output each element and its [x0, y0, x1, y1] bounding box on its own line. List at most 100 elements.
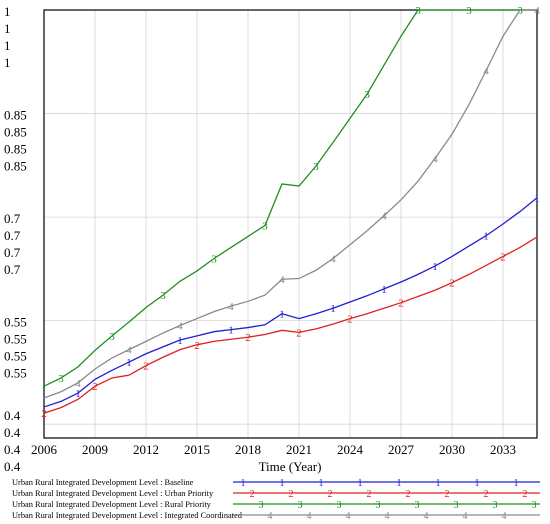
series-point-marker: 3 — [466, 5, 472, 17]
series-point-marker: 1 — [381, 284, 387, 296]
legend-entry-marker: 3 — [454, 500, 459, 511]
legend-entry-marker: 4 — [502, 511, 507, 522]
legend-entry-marker: 1 — [241, 478, 246, 489]
x-tick-label: 2033 — [490, 442, 516, 457]
x-tick-label: 2012 — [133, 442, 159, 457]
series-point-marker: 4 — [126, 345, 132, 357]
legend-entry-marker: 1 — [514, 478, 519, 489]
series-point-marker: 1 — [534, 193, 540, 205]
y-axis-tick-labels: 1 1 1 1 0.85 0.85 0.85 0.85 0.7 0.7 0.7 0.7 0.55 0.55… — [4, 4, 27, 474]
y-tick-label: 1 — [4, 4, 11, 19]
y-tick-label: 0.7 — [4, 211, 21, 226]
series-point-marker: 4 — [279, 274, 285, 286]
x-axis-tick-labels: 2006 2009 2012 2015 2018 2021 2024 2027 2030 2033 — [31, 442, 516, 457]
series-point-marker: 1 — [75, 388, 81, 400]
legend-entry-marker: 3 — [532, 500, 537, 511]
legend-entry-marker: 1 — [319, 478, 324, 489]
y-tick-label: 0.55 — [4, 349, 27, 364]
legend-entry-marker: 1 — [475, 478, 480, 489]
x-tick-label: 2024 — [337, 442, 364, 457]
series-line — [43, 236, 538, 414]
series-point-marker: 4 — [534, 5, 540, 17]
legend-entry-marker: 3 — [376, 500, 381, 511]
legend-entry-marker: 1 — [358, 478, 363, 489]
y-tick-label: 0.55 — [4, 332, 27, 347]
legend-entry-marker: 4 — [463, 511, 468, 522]
legend-entry-marker: 2 — [445, 489, 450, 500]
legend-entry-marker: 4 — [346, 511, 351, 522]
series-point-marker: 1 — [177, 335, 183, 347]
series-point-marker: 3 — [517, 5, 523, 17]
y-tick-label: 0.7 — [4, 245, 21, 260]
legend-entry-marker: 3 — [337, 500, 342, 511]
y-tick-label: 1 — [4, 38, 11, 53]
y-tick-label: 0.7 — [4, 228, 21, 243]
y-tick-label: 0.85 — [4, 108, 27, 123]
series-point-marker: 2 — [41, 408, 47, 420]
y-tick-label: 0.4 — [4, 459, 21, 474]
series-point-marker: 2 — [245, 332, 251, 344]
legend-entry-marker: 1 — [397, 478, 402, 489]
legend-entry-label: Urban Rural Integrated Development Level… — [12, 500, 212, 509]
series-point-marker: 1 — [228, 325, 234, 337]
legend-entry-marker: 1 — [280, 478, 285, 489]
series-point-marker: 3 — [313, 161, 319, 173]
y-tick-label: 0.4 — [4, 442, 21, 457]
series-point-marker: 3 — [58, 373, 64, 385]
series-point-marker: 4 — [381, 211, 387, 223]
y-tick-label: 1 — [4, 55, 11, 70]
x-tick-label: 2027 — [388, 442, 415, 457]
legend-entry-marker: 2 — [523, 489, 528, 500]
series-point-marker: 2 — [500, 251, 506, 263]
legend-entry-label: Urban Rural Integrated Development Level… — [12, 478, 194, 487]
legend-entry-marker: 2 — [406, 489, 411, 500]
legend-entry-marker: 2 — [484, 489, 489, 500]
legend-entry-marker: 3 — [415, 500, 420, 511]
series-point-marker: 4 — [483, 66, 489, 78]
y-tick-label: 0.4 — [4, 408, 21, 423]
legend-entry-marker: 4 — [307, 511, 312, 522]
y-tick-label: 0.85 — [4, 159, 27, 174]
legend-entry-marker: 2 — [328, 489, 333, 500]
x-tick-label: 2030 — [439, 442, 465, 457]
series-point-marker: 3 — [211, 254, 217, 266]
y-tick-label: 0.7 — [4, 262, 21, 277]
series-point-marker: 4 — [75, 378, 81, 390]
series-line — [43, 9, 537, 387]
series-point-marker: 4 — [228, 301, 234, 313]
series-point-marker: 2 — [347, 314, 353, 326]
legend-entry-label: Urban Rural Integrated Development Level… — [12, 511, 243, 520]
series-point-marker: 2 — [92, 381, 98, 393]
x-tick-label: 2015 — [184, 442, 210, 457]
series-point-marker: 2 — [296, 327, 302, 339]
series-point-marker: 3 — [415, 5, 421, 17]
x-tick-label: 2018 — [235, 442, 261, 457]
series-point-marker: 1 — [126, 357, 132, 369]
legend-entry-marker: 2 — [367, 489, 372, 500]
x-axis-label: Time (Year) — [259, 459, 322, 474]
series-point-marker: 2 — [398, 298, 404, 310]
legend-entry-marker: 2 — [289, 489, 294, 500]
series-point-marker: 4 — [432, 153, 438, 165]
series-point-marker: 3 — [262, 220, 268, 232]
legend-entry-marker: 3 — [493, 500, 498, 511]
series-point-marker: 2 — [194, 340, 200, 352]
series-point-marker: 1 — [432, 261, 438, 273]
x-tick-label: 2006 — [31, 442, 58, 457]
y-tick-label: 0.4 — [4, 425, 21, 440]
y-tick-label: 0.85 — [4, 142, 27, 157]
legend-entry-marker: 3 — [298, 500, 303, 511]
series-point-marker: 4 — [177, 320, 183, 332]
series-point-marker: 2 — [143, 361, 149, 373]
x-tick-label: 2021 — [286, 442, 312, 457]
legend-entry-marker: 3 — [259, 500, 264, 511]
y-tick-label: 0.55 — [4, 366, 27, 381]
x-tick-label: 2009 — [82, 442, 108, 457]
series-point-marker: 3 — [109, 331, 115, 343]
series-point-marker: 1 — [279, 309, 285, 321]
series-point-marker: 3 — [160, 290, 166, 302]
series-point-marker: 2 — [449, 278, 455, 290]
series-point-marker: 4 — [330, 254, 336, 266]
